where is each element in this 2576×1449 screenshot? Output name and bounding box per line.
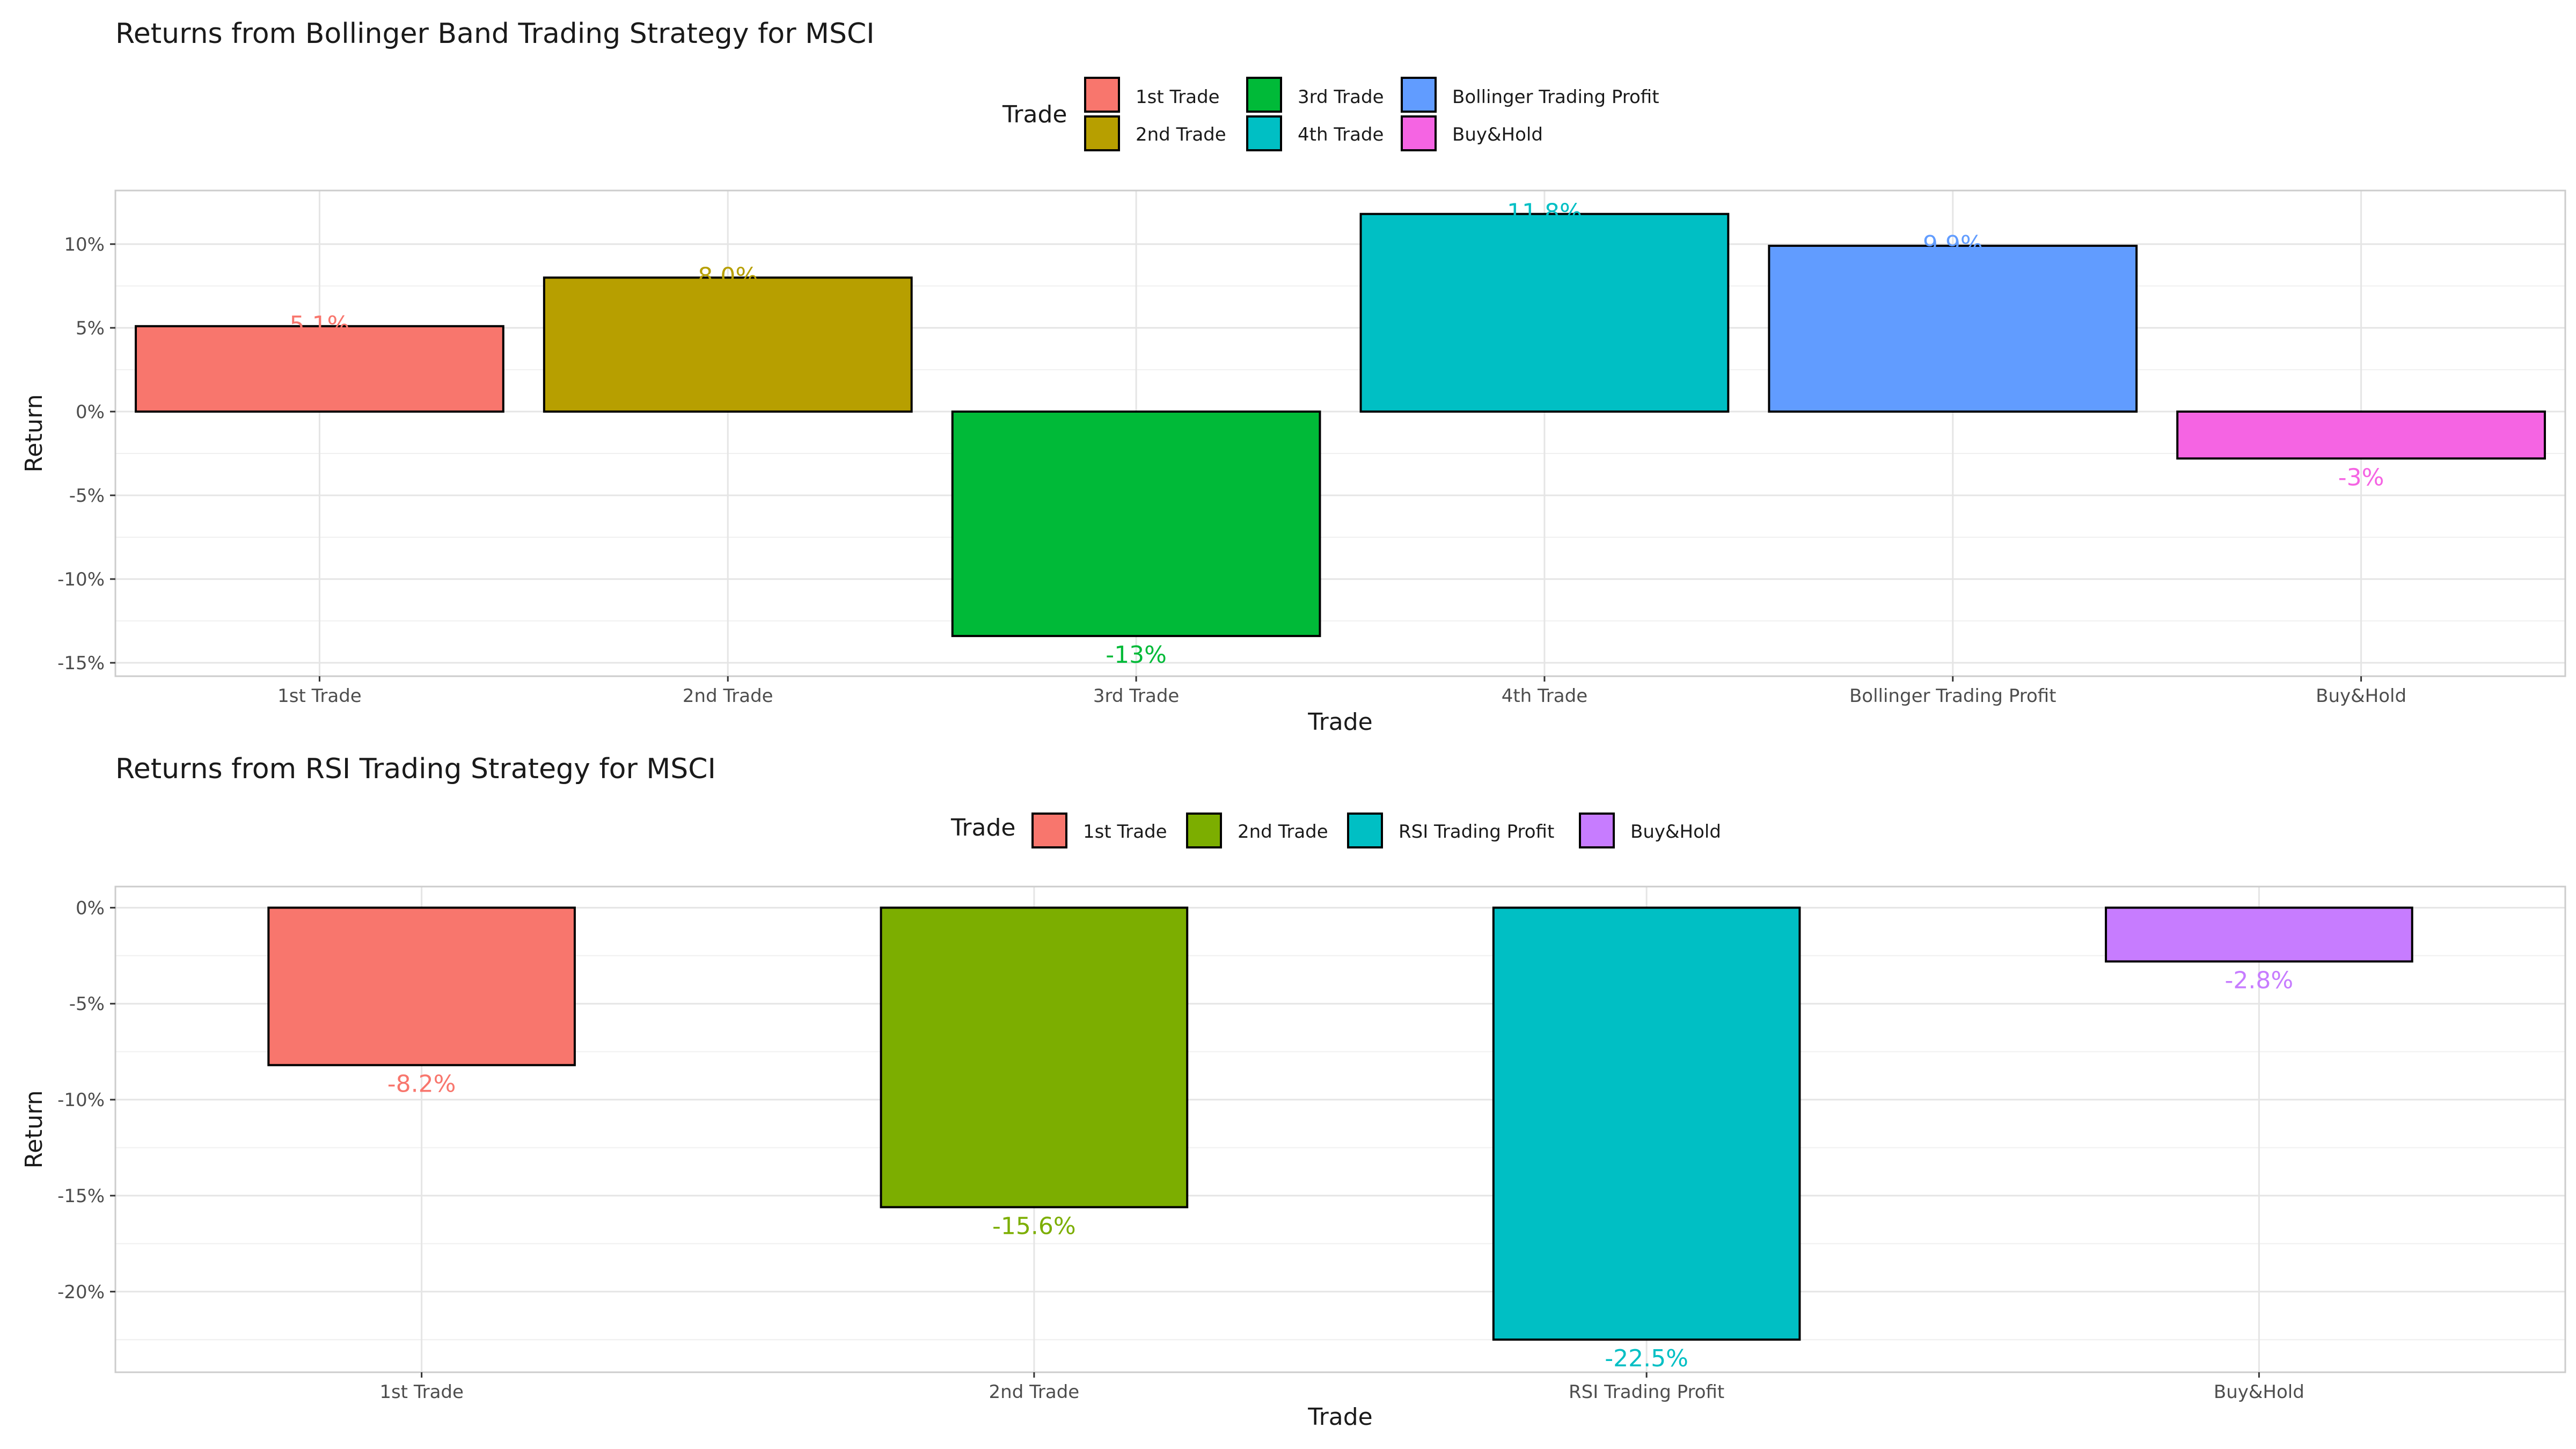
legend-title: Trade (1002, 101, 1067, 128)
legend-swatch (1084, 115, 1120, 151)
y-tick-label: -15% (57, 1185, 105, 1207)
chart-title: Returns from RSI Trading Strategy for MS… (115, 753, 716, 785)
y-tick-label: 5% (76, 318, 105, 339)
legend-item-label: 1st Trade (1083, 821, 1167, 843)
bar (951, 410, 1321, 638)
legend-swatch (1031, 813, 1067, 848)
x-tick-label: 2nd Trade (683, 685, 773, 707)
y-tick-label: -10% (57, 1089, 105, 1111)
x-tick-label: Buy&Hold (2316, 685, 2406, 707)
data-label: -13% (1106, 641, 1167, 669)
legend-swatch (1084, 77, 1120, 113)
y-tick-label: -20% (57, 1282, 105, 1303)
legend-swatch (1401, 115, 1437, 151)
bar (543, 276, 913, 413)
x-tick-label: 4th Trade (1502, 685, 1587, 707)
x-tick-label: 2nd Trade (989, 1381, 1080, 1403)
legend-item-label: Buy&Hold (1452, 124, 1543, 145)
y-tick-label: -5% (69, 485, 105, 507)
bar (135, 325, 504, 413)
y-axis-label: Return (20, 394, 48, 472)
y-tick-label: -15% (57, 653, 105, 674)
legend-swatch (1347, 813, 1383, 848)
legend-item-label: 2nd Trade (1238, 821, 1328, 843)
legend-item-label: 1st Trade (1136, 86, 1220, 108)
x-tick-label: 3rd Trade (1093, 685, 1180, 707)
y-tick-label: 0% (76, 897, 105, 919)
x-axis-label: Trade (1307, 1403, 1372, 1431)
legend-swatch (1246, 77, 1282, 113)
legend-item-label: Bollinger Trading Profit (1452, 86, 1659, 108)
bar (880, 906, 1189, 1209)
y-axis-label: Return (20, 1090, 48, 1168)
bar (1359, 213, 1730, 413)
legend-item-label: Buy&Hold (1630, 821, 1721, 843)
data-label: 11.8% (1507, 199, 1582, 226)
bar (1492, 906, 1801, 1341)
bar (2105, 906, 2413, 963)
data-label: -22.5% (1605, 1345, 1688, 1372)
legend: Trade 1st Trade 2nd Trade 3rd Trade 4th Trad… (1002, 77, 1659, 151)
legend-swatch (1246, 115, 1282, 151)
data-label: 5.1% (290, 311, 350, 339)
data-label: 9.9% (1923, 231, 1983, 258)
legend-swatch (1401, 77, 1437, 113)
data-label: -2.8% (2225, 967, 2294, 994)
chart-title: Returns from Bollinger Band Trading Stra… (115, 18, 875, 50)
legend: Trade 1st Trade 2nd Trade RSI Trading Profi… (950, 813, 1721, 848)
y-tick-label: -10% (57, 569, 105, 590)
y-tick-label: 0% (76, 401, 105, 423)
bar (1768, 244, 2138, 413)
panel-border (114, 189, 2566, 677)
x-tick-label: 1st Trade (379, 1381, 464, 1403)
bar (267, 906, 576, 1066)
data-label: -15.6% (992, 1212, 1076, 1240)
x-tick-label: 1st Trade (277, 685, 362, 707)
bollinger-chart: Returns from Bollinger Band Trading Stra… (20, 18, 2566, 736)
rsi-chart: Returns from RSI Trading Strategy for MS… (20, 753, 2566, 1431)
legend-item-label: RSI Trading Profit (1399, 821, 1554, 843)
x-tick-label: RSI Trading Profit (1569, 1381, 1724, 1403)
legend-item-label: 2nd Trade (1136, 124, 1226, 145)
panel-border (114, 885, 2566, 1373)
legend-item-label: 3rd Trade (1298, 86, 1384, 108)
legend-swatch (1186, 813, 1222, 848)
y-tick-label: -5% (69, 993, 105, 1015)
x-tick-label: Bollinger Trading Profit (1849, 685, 2057, 707)
legend-title: Trade (950, 814, 1015, 841)
bar (2176, 410, 2546, 460)
data-label: -8.2% (387, 1071, 456, 1098)
x-axis-label: Trade (1307, 708, 1372, 736)
x-tick-label: Buy&Hold (2214, 1381, 2304, 1403)
data-label: 8.0% (698, 262, 758, 290)
legend-swatch (1579, 813, 1615, 848)
y-tick-label: 10% (64, 234, 105, 255)
data-label: -3% (2338, 464, 2384, 491)
legend-item-label: 4th Trade (1298, 124, 1384, 145)
